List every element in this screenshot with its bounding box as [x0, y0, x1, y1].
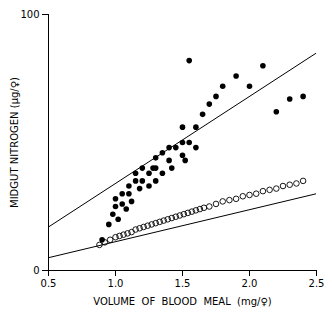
svg-text:100: 100	[20, 9, 39, 20]
svg-text:VOLUME OF BLOOD MEAL (mg/♀: VOLUME OF BLOOD MEAL (mg/♀)	[93, 296, 271, 307]
svg-text:MIDGUT NITROGEN (µg/♀): MIDGUT NITROGEN (µg/♀)	[9, 77, 20, 208]
svg-text:0: 0	[33, 265, 39, 276]
svg-text:1.5: 1.5	[175, 278, 191, 289]
svg-text:2.0: 2.0	[242, 278, 258, 289]
svg-text:1.0: 1.0	[108, 278, 124, 289]
svg-text:0.5: 0.5	[41, 278, 57, 289]
svg-text:2.5: 2.5	[309, 278, 325, 289]
